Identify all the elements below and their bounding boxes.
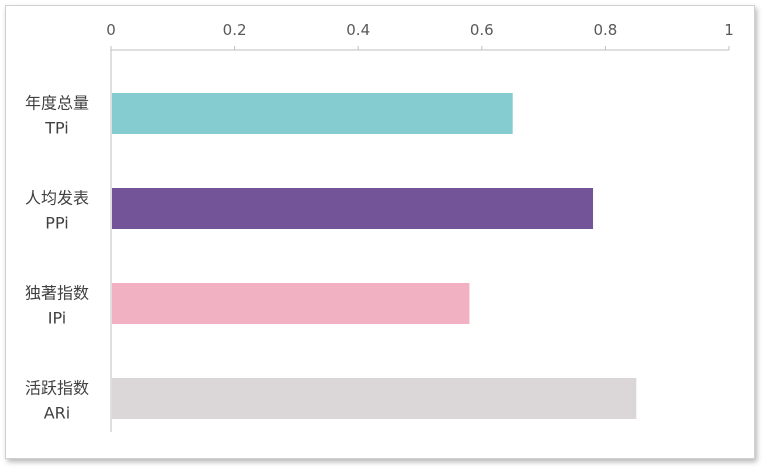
category-code-label: PPi: [45, 214, 68, 233]
bar-tpi: [112, 93, 513, 134]
category-code-label: ARi: [44, 404, 71, 423]
x-tick-label: 1: [724, 21, 734, 39]
category-code-label: IPi: [48, 309, 66, 328]
bar-ari: [112, 378, 637, 419]
category-label: 年度总量: [25, 94, 89, 113]
category-label: 独著指数: [25, 284, 89, 303]
x-tick-label: 0: [106, 21, 116, 39]
category-label: 人均发表: [25, 189, 89, 208]
category-label: 活跃指数: [25, 379, 89, 398]
x-tick-label: 0.6: [470, 21, 494, 39]
bar-ppi: [112, 188, 594, 229]
category-code-label: TPi: [44, 119, 69, 138]
x-tick-label: 0.8: [593, 21, 617, 39]
x-tick-label: 0.2: [223, 21, 247, 39]
bar-ipi: [112, 283, 470, 324]
x-tick-label: 0.4: [346, 21, 370, 39]
